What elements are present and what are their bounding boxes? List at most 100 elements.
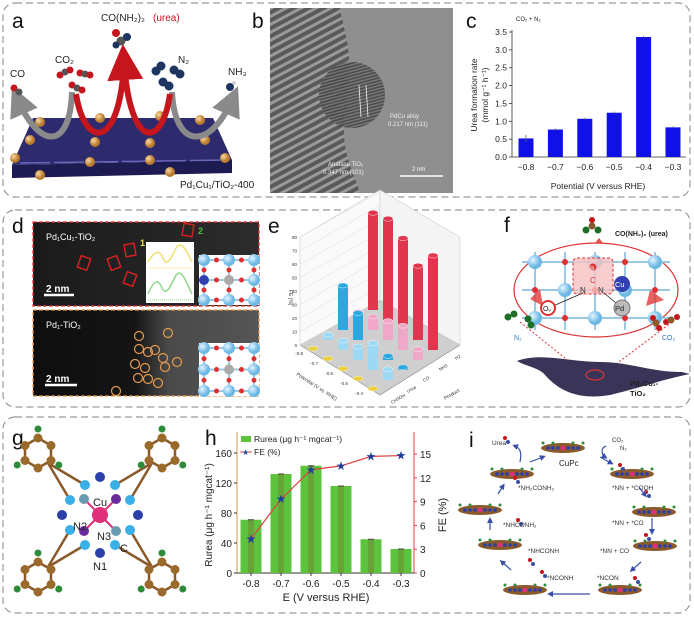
adsorbate-o <box>503 436 507 440</box>
x-tick-label: -0.8 <box>295 351 303 356</box>
atom-n1-label: N1 <box>93 561 107 573</box>
ti-atom <box>248 274 260 286</box>
catalyst-label-1: Pd₁Cu₁- <box>630 379 659 388</box>
nitrogen-atom <box>513 588 517 592</box>
nitrogen-atom <box>503 543 507 547</box>
bar <box>518 138 534 157</box>
nitrogen-atom <box>638 544 642 548</box>
pdcu-site-sphere <box>35 170 45 180</box>
oxygen-atom <box>201 267 207 273</box>
nitrogen-atom <box>556 446 560 450</box>
oxygen-atom <box>251 356 257 362</box>
bar-3d <box>338 285 348 330</box>
bar-error-shade <box>368 539 374 573</box>
bar-3d <box>413 349 423 360</box>
copper-atom <box>509 471 515 477</box>
co2-molecules-icon <box>650 314 680 331</box>
nitrogen-atom <box>488 508 492 512</box>
atom-pair-marker <box>123 242 137 258</box>
grid-line <box>299 245 381 292</box>
hydrogen-atom <box>518 538 522 542</box>
hydrogen-atom <box>55 461 63 469</box>
ti-atom <box>248 294 260 306</box>
y2-tick-label: 15 <box>420 450 432 461</box>
bar-3d-top <box>412 263 424 269</box>
grid-line <box>299 218 381 265</box>
x-tick-label: −0.3 <box>665 162 682 172</box>
y2-tick-label: 0 <box>420 569 426 580</box>
bond <box>114 461 153 487</box>
metal-atom <box>224 275 234 285</box>
pyrrole-carbon <box>125 525 135 535</box>
y-tick-label: 3.0 <box>495 45 507 55</box>
oxygen-atom <box>201 287 207 293</box>
oxygen-atom <box>214 388 219 394</box>
hydrogen-atom <box>13 461 21 469</box>
oxygen-atom <box>622 315 628 321</box>
single-atom-marker <box>132 372 144 384</box>
bar-3d <box>398 238 408 330</box>
oxygen-atom <box>226 356 232 362</box>
hydrogen-atom <box>642 505 646 509</box>
urea-label: Urea <box>492 440 506 447</box>
single-atom-marker <box>159 361 171 373</box>
oxygen-atom <box>201 377 207 383</box>
y-tick-label: 40 <box>221 539 233 550</box>
panel-d: d Pd₁Cu₁-TiO₂ Pd₁-TiO₂ 2 nm 2 nm 1 2 <box>12 215 260 397</box>
legend-bar-swatch <box>241 436 251 442</box>
bar-3d <box>428 255 438 350</box>
oxygen-atom <box>652 287 658 293</box>
oxygen-atom <box>251 287 257 293</box>
pdcu-site-sphere <box>95 113 105 123</box>
oxygen-atom <box>239 277 244 283</box>
panel-e-chart: e FE (%) Potential (V vs. RHE) Product 0… <box>268 189 462 405</box>
cupc-structure <box>458 503 502 515</box>
x-tick-label: −0.6 <box>576 162 593 172</box>
nitrogen-atom <box>667 510 671 514</box>
adsorbate-o <box>633 576 637 580</box>
y-tick-label: 3.5 <box>495 27 507 37</box>
intermediate-label: *NHCONH₂ <box>503 522 537 529</box>
nitrogen-atom <box>473 508 477 512</box>
nh3-molecule-icon <box>226 81 236 91</box>
chart-e-ylabel: Product <box>443 388 461 402</box>
carbon-atom <box>170 456 180 465</box>
y-tick-label: CH3OH <box>390 393 406 405</box>
nitrogen-atom <box>576 446 580 450</box>
atom-pair-marker <box>122 270 138 288</box>
hydrogen-atom <box>533 583 537 587</box>
x-tick-label: -0.4 <box>362 579 380 590</box>
nitrogen-atom <box>528 588 532 592</box>
atom-cu-label: Cu <box>615 280 625 289</box>
bond <box>128 462 154 501</box>
bar-3d <box>368 316 378 330</box>
y-tick-label: 120 <box>215 479 232 490</box>
hydrogen-atom <box>158 425 166 433</box>
ti-atom <box>558 283 572 297</box>
grid-line <box>299 259 381 305</box>
y-tick-label: 0 <box>226 569 232 580</box>
bar-3d-top <box>337 337 349 344</box>
bar <box>606 112 622 157</box>
oxygen-atom <box>214 367 219 372</box>
z-tick-label: 30 <box>292 303 298 308</box>
nitrogen-atom <box>463 508 467 512</box>
nitrogen-atom <box>525 472 529 476</box>
pyrrole-carbon <box>80 540 90 550</box>
nitrogen-atom <box>483 543 487 547</box>
y-tick-label: 1.0 <box>495 116 507 126</box>
nitrogen-atom <box>495 472 499 476</box>
scale-label: 2 nm <box>412 167 425 173</box>
atom-cu-label: Cu <box>93 497 107 509</box>
oxygen-atom <box>226 287 232 293</box>
pyrrole-carbon <box>80 480 90 490</box>
cycle-arrows <box>487 444 655 597</box>
chart-h-xlabel: E (V versus RHE) <box>283 592 370 604</box>
pdcu-site-sphere <box>195 115 205 125</box>
fe-line <box>250 454 402 540</box>
oxygen-atom <box>214 257 219 263</box>
adsorbate-n <box>516 480 520 484</box>
hydrogen-atom <box>663 539 667 543</box>
y-tick-label: 1.5 <box>495 98 507 108</box>
x-tick-label: -0.3 <box>392 579 410 590</box>
